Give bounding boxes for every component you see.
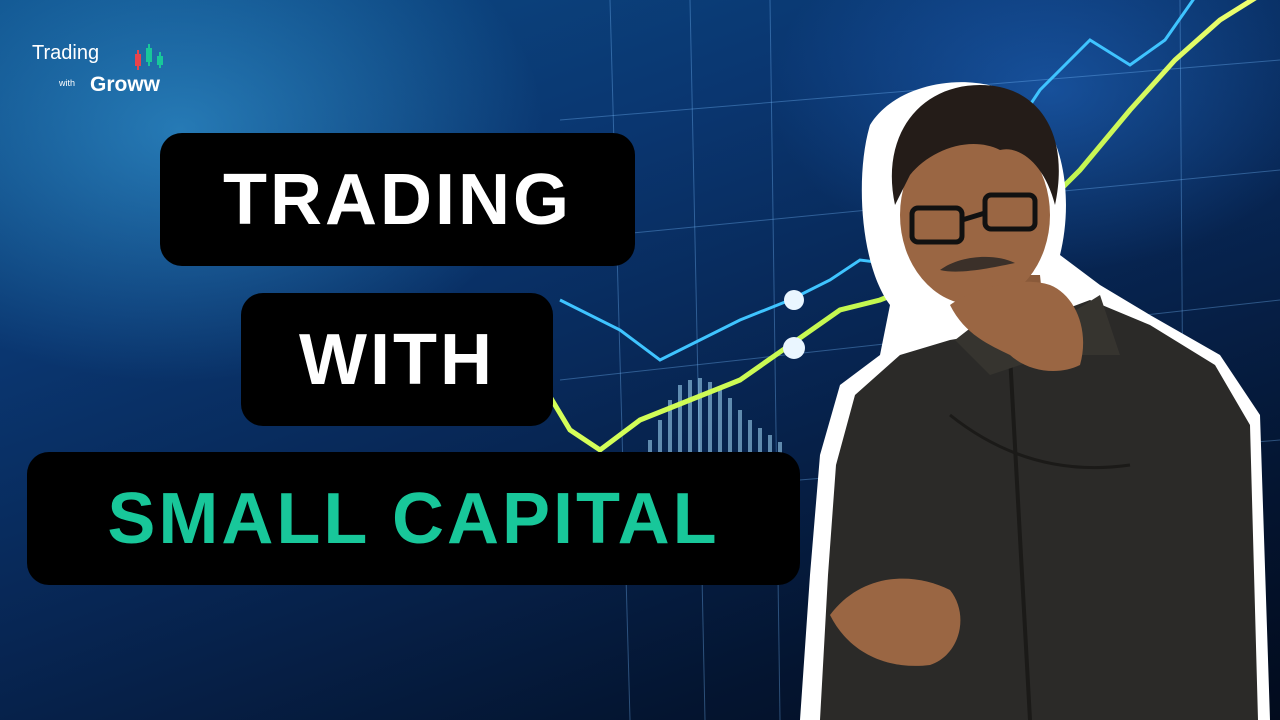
presenter-photo bbox=[800, 82, 1270, 720]
presenter-hair bbox=[891, 85, 1059, 205]
title-line-2: WITH bbox=[241, 293, 553, 426]
candlestick-icon bbox=[135, 44, 163, 70]
brand-logo: Trading with Groww bbox=[32, 42, 172, 100]
chart-point bbox=[783, 337, 805, 359]
title-line-1-text: TRADING bbox=[223, 159, 572, 240]
chart-green-line bbox=[537, 0, 1257, 454]
brand-with-text: with bbox=[59, 78, 76, 88]
presenter-glasses bbox=[909, 192, 1038, 245]
title-line-3: SMALL CAPITAL bbox=[27, 452, 800, 585]
title-line-3-text: SMALL CAPITAL bbox=[107, 478, 720, 559]
title-line-2-text: WITH bbox=[299, 319, 495, 400]
brand-trading-text: Trading bbox=[32, 42, 100, 64]
title-line-1: TRADING bbox=[160, 133, 635, 266]
presenter-hand bbox=[950, 281, 1084, 371]
brand-name-text: Groww bbox=[90, 73, 161, 96]
chart-point bbox=[784, 290, 804, 310]
